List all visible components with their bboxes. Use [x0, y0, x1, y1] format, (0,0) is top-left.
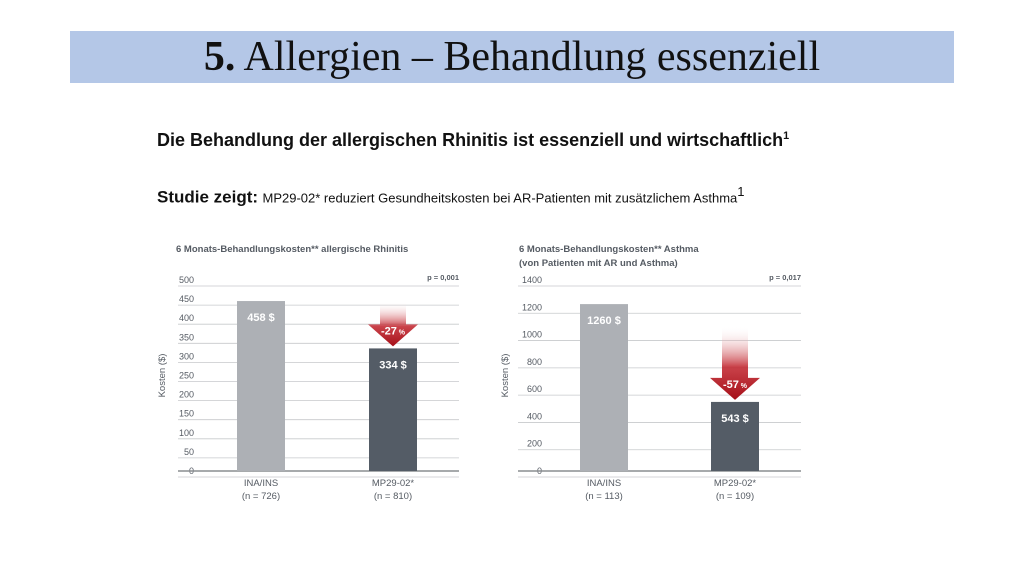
chart-1-ytick-label: 500: [179, 275, 194, 285]
chart-1-reduction-value: -27: [381, 325, 397, 337]
chart-2-ytick-label: 1200: [522, 302, 542, 312]
chart-1-reduction-label: -27 %: [381, 325, 406, 337]
slide-title-text: Allergien – Behandlung essenziell: [243, 34, 821, 80]
chart-2-reduction-value: -57: [723, 379, 739, 391]
chart-2-title: 6 Monats-Behandlungskosten** Asthma: [519, 244, 699, 255]
chart-1-title: 6 Monats-Behandlungskosten** allergische…: [176, 244, 408, 255]
chart-2-ytick-label: 800: [527, 357, 542, 367]
chart-2-ytick-label: 1000: [522, 330, 542, 340]
chart-1-ytick-label: 250: [179, 371, 194, 381]
chart-2-subtitle: (von Patienten mit AR und Asthma): [519, 258, 678, 269]
chart-2-p-value: p = 0,017: [769, 273, 801, 282]
study-text: MP29-02* reduziert Gesundheitskosten bei…: [262, 190, 738, 206]
title-bar: 5. Allergien – Behandlung essenziell: [70, 31, 954, 83]
chart-1-reduction-unit: %: [397, 329, 406, 336]
chart-2-bar-1: [580, 304, 628, 471]
chart-1-category-n-2: (n = 810): [374, 491, 412, 502]
slide-subtitle-text: Die Behandlung der allergischen Rhinitis…: [157, 130, 784, 150]
chart-1-category-label-2: MP29-02*: [372, 478, 415, 489]
chart-1-ytick-label: 50: [184, 447, 194, 457]
study-footnote: 1: [737, 184, 745, 199]
slide-title: 5. Allergien – Behandlung essenziell: [70, 35, 954, 79]
chart-1-category-n-1: (n = 726): [242, 491, 280, 502]
chart-1-bar-2-value-label: 334 $: [379, 359, 407, 371]
chart-1-p-value: p = 0,001: [427, 273, 459, 282]
chart-2-category-label-1: INA/INS: [587, 478, 621, 489]
study-prefix: Studie zeigt:: [157, 187, 259, 207]
chart-2-category-label-2: MP29-02*: [714, 478, 757, 489]
chart-2-bar-2-value-label: 543 $: [721, 413, 749, 425]
chart-1-bar-1-value-label: 458 $: [247, 312, 275, 324]
chart-1-bar-1: [237, 301, 285, 471]
chart-2-bar-2: [711, 401, 759, 471]
chart-2-ytick-label: 400: [527, 411, 542, 421]
slide-subtitle: Die Behandlung der allergischen Rhinitis…: [157, 130, 789, 151]
chart-1-ylabel: Kosten ($): [157, 354, 168, 398]
study-line: Studie zeigt: MP29-02* reduziert Gesundh…: [157, 184, 745, 207]
chart-1-bar-2: [369, 348, 417, 471]
chart-1-ytick-label: 150: [179, 409, 194, 419]
chart-1-ytick-label: 400: [179, 313, 194, 323]
chart-1-ytick-label: 100: [179, 428, 194, 438]
chart-1-reduction-arrow: [368, 302, 418, 347]
chart-1-category-label-1: INA/INS: [244, 478, 278, 489]
chart-2-bar-1-value-label: 1260 $: [587, 315, 621, 327]
chart-2-category-n-2: (n = 109): [716, 491, 754, 502]
chart-2-ytick-label: 600: [527, 384, 542, 394]
slide-title-number: 5.: [203, 34, 236, 80]
chart-1-ytick-label: 300: [179, 351, 194, 361]
chart-1-ytick-label: 450: [179, 294, 194, 304]
chart-2-reduction-arrow: [710, 326, 760, 400]
chart-2-ytick-label: 1400: [522, 275, 542, 285]
chart-2-ytick-label: 200: [527, 439, 542, 449]
chart-1-ytick-label: 200: [179, 390, 194, 400]
chart-2-reduction-unit: %: [739, 383, 748, 390]
chart-2-reduction-label: -57 %: [723, 379, 748, 391]
slide-subtitle-footnote: 1: [783, 130, 790, 142]
chart-1-ytick-label: 350: [179, 332, 194, 342]
chart-2-ylabel: Kosten ($): [500, 354, 511, 398]
chart-2-category-n-1: (n = 113): [585, 491, 623, 502]
